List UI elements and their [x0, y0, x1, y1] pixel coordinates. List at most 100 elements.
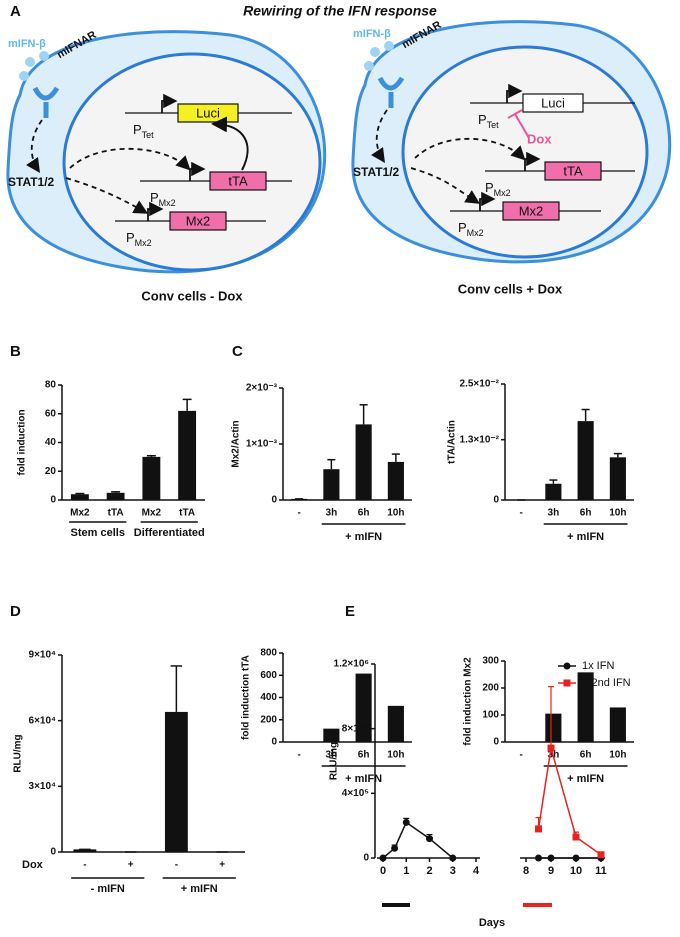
bar [323, 469, 340, 500]
x-tick-label: - [519, 750, 522, 761]
figure-title: Rewiring of the IFN response [243, 3, 437, 19]
marker [449, 854, 457, 862]
y-tick-label: 2.5×10⁻² [460, 379, 500, 390]
x-tick-label: 8 [523, 865, 529, 877]
legend-marker [563, 662, 571, 670]
bar [355, 424, 372, 500]
x-tick-label: 6h [580, 508, 592, 519]
legend-label: + 2nd IFN [582, 677, 631, 689]
y-tick-label: 3×10⁴ [29, 781, 57, 792]
legend-marker [563, 679, 571, 687]
bar [387, 705, 404, 742]
group-label: + mIFN [181, 883, 218, 895]
bar [164, 711, 188, 852]
gene: Luci [196, 105, 220, 120]
bar [387, 461, 404, 500]
x-tick-label: tTA [108, 508, 124, 519]
bar [609, 707, 626, 742]
promoter: PTet [133, 122, 154, 140]
x-tick-label: 3h [548, 508, 560, 519]
group-label: + mIFN [345, 773, 382, 785]
marker [572, 833, 580, 841]
y-axis-label: tTA/Actin [447, 420, 458, 464]
ligand: mIFN-β [8, 38, 46, 50]
x-tick-label: 2 [426, 865, 432, 877]
gene: tTA [228, 173, 248, 188]
promoter: PTet [478, 112, 499, 130]
marker [572, 854, 580, 862]
group-label: + mIFN [567, 773, 604, 785]
x-tick-label: - [297, 750, 300, 761]
drug: Dox [527, 131, 552, 146]
group-label: - mIFN [91, 883, 125, 895]
y-axis-label: RLU/mg [13, 734, 24, 772]
marker [547, 744, 555, 752]
y-tick-label: 0 [271, 495, 277, 506]
panel-label: E [345, 603, 355, 620]
y-axis-label: Mx2/Actin [231, 420, 242, 467]
line [382, 821, 454, 859]
x-tick-label: - [297, 508, 300, 519]
bar [73, 849, 97, 852]
bar [142, 456, 161, 500]
y-tick-label: 1.2×10⁶ [334, 659, 369, 670]
bar [178, 410, 197, 500]
x-tick-label: 6h [358, 750, 370, 761]
bar [106, 492, 125, 500]
line [537, 747, 602, 856]
y-tick-label: 1×10⁻³ [246, 439, 278, 450]
gene: Mx2 [519, 203, 544, 218]
marker [535, 854, 542, 862]
y-axis-label: RLU/mg [329, 742, 340, 780]
y-tick-label: 800 [260, 648, 277, 659]
x-axis-label: Days [479, 917, 505, 929]
y-tick-label: 100 [482, 710, 499, 721]
x-tick-label: 10h [387, 508, 404, 519]
y-tick-label: 0 [493, 495, 499, 506]
y-tick-label: 4×10⁵ [342, 788, 370, 799]
marker [391, 844, 399, 852]
y-tick-label: 200 [482, 683, 499, 694]
bar [577, 421, 594, 500]
legend-label: 1x IFN [582, 660, 614, 672]
y-tick-label: 0 [363, 853, 369, 864]
x-tick-label: 4 [473, 865, 480, 877]
y-tick-label: 1.3×10⁻² [460, 434, 500, 445]
y-tick-label: 2×10⁻³ [246, 383, 278, 394]
group-label: + mIFN [345, 531, 382, 543]
bar [545, 483, 562, 500]
x-tick-label: 3 [450, 865, 456, 877]
panel-label: C [232, 343, 243, 360]
x-tick-label: 3h [326, 750, 338, 761]
y-tick-label: 300 [482, 656, 499, 667]
x-tick-label: - [175, 860, 178, 871]
row-label: Dox [22, 859, 44, 871]
x-tick-label: Mx2 [70, 508, 90, 519]
stat: STAT1/2 [353, 165, 400, 179]
y-tick-label: 9×10⁴ [29, 650, 57, 661]
y-axis-label: fold induction Mx2 [463, 657, 474, 746]
panel-label: B [10, 343, 21, 360]
bar [70, 494, 89, 500]
ligand: mIFN-β [353, 28, 391, 40]
marker [597, 851, 605, 859]
x-tick-label: 6h [580, 750, 592, 761]
panel-label: D [10, 603, 21, 620]
bar [291, 498, 308, 500]
x-tick-label: - [519, 508, 522, 519]
marker [402, 818, 410, 826]
bar [355, 673, 372, 742]
y-tick-label: 60 [45, 408, 57, 419]
gene: Mx2 [186, 213, 211, 228]
x-tick-label: 10h [387, 750, 404, 761]
gene: tTA [563, 163, 583, 178]
caption: Conv cells - Dox [141, 288, 243, 303]
x-tick-label: 9 [548, 865, 554, 877]
y-tick-label: 400 [260, 692, 277, 703]
y-axis-label: fold induction tTA [241, 655, 252, 740]
gene: Luci [541, 95, 565, 110]
group-label: Differentiated [134, 527, 205, 539]
promoter: PMx2 [458, 220, 484, 238]
y-tick-label: 40 [45, 437, 57, 448]
